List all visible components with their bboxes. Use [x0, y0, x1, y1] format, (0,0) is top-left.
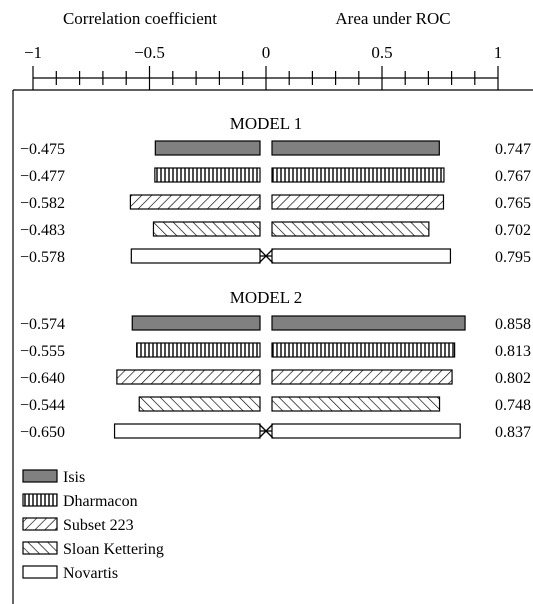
legend-swatch	[22, 493, 58, 507]
auc-bar	[271, 396, 441, 412]
chart-frame	[12, 89, 533, 604]
correlation-value-label: −0.578	[20, 249, 65, 266]
correlation-bar	[154, 140, 261, 156]
auc-value-label: 0.747	[495, 141, 531, 158]
legend-item: Sloan Kettering	[22, 541, 164, 558]
auc-bar	[271, 194, 445, 210]
model-title: MODEL 2	[230, 288, 303, 307]
correlation-bar	[131, 315, 261, 331]
correlation-value-label: −0.640	[20, 370, 65, 387]
legend-label: Dharmacon	[63, 493, 138, 510]
legend-item: Isis	[22, 469, 85, 486]
auc-value-label: 0.858	[495, 316, 531, 333]
tick-label: −0.5	[134, 43, 165, 62]
auc-bar	[271, 342, 456, 358]
correlation-value-label: −0.650	[20, 424, 65, 441]
correlation-bar	[129, 194, 261, 210]
auc-value-label: 0.837	[495, 424, 531, 441]
legend-label: Sloan Kettering	[63, 541, 164, 558]
tick-label: 1	[494, 43, 503, 62]
correlation-value-label: −0.475	[20, 141, 65, 158]
model-title: MODEL 1	[230, 114, 303, 133]
legend-item: Subset 223	[22, 517, 134, 534]
correlation-value-label: −0.582	[20, 195, 65, 212]
axis-ticks: −1 −0.5 0 0.5 1	[24, 43, 502, 90]
left-axis-title: Correlation coefficient	[63, 9, 217, 28]
auc-value-label: 0.767	[495, 168, 531, 185]
correlation-bar	[138, 396, 261, 412]
auc-bar	[271, 248, 452, 264]
auc-value-label: 0.813	[495, 343, 531, 360]
model-panels: MODEL 1 −0.475 0.747 −0.477 0.767 −0.582 0.765…	[20, 114, 531, 441]
right-axis-title: Area under ROC	[335, 9, 450, 28]
legend-label: Subset 223	[63, 517, 134, 534]
auc-value-label: 0.702	[495, 222, 531, 239]
auc-bar	[271, 369, 453, 385]
legend-item: Novartis	[22, 565, 118, 582]
tick-label: 0.5	[371, 43, 392, 62]
model-panel: MODEL 2 −0.574 0.858 −0.555 0.813 −0.640 0.802…	[20, 288, 531, 441]
auc-bar	[271, 140, 440, 156]
tick-label: −1	[24, 43, 42, 62]
auc-value-label: 0.795	[495, 249, 531, 266]
legend-swatch	[22, 541, 58, 555]
legend: Isis Dharmacon Subset 223 Sloan Kettering No…	[22, 469, 164, 582]
legend-label: Novartis	[63, 565, 118, 582]
auc-bar	[271, 315, 466, 331]
correlation-bar	[152, 221, 261, 237]
legend-swatch	[22, 517, 58, 531]
auc-bar	[271, 167, 445, 183]
auc-value-label: 0.802	[495, 370, 531, 387]
legend-item: Dharmacon	[22, 493, 138, 510]
auc-value-label: 0.765	[495, 195, 531, 212]
model-panel: MODEL 1 −0.475 0.747 −0.477 0.767 −0.582 0.765…	[20, 114, 531, 266]
correlation-value-label: −0.477	[20, 168, 65, 185]
tick-label: 0	[262, 43, 271, 62]
correlation-bar	[154, 167, 261, 183]
correlation-value-label: −0.483	[20, 222, 65, 239]
legend-label: Isis	[63, 469, 85, 486]
zero-connector-mark	[258, 248, 274, 264]
correlation-value-label: −0.555	[20, 343, 65, 360]
auc-bar	[271, 221, 430, 237]
auc-bar	[271, 423, 461, 439]
correlation-value-label: −0.544	[20, 397, 65, 414]
correlation-bar	[116, 369, 261, 385]
legend-swatch	[22, 565, 58, 579]
zero-connector-mark	[258, 423, 274, 439]
correlation-bar	[130, 248, 261, 264]
correlation-bar	[113, 423, 261, 439]
correlation-value-label: −0.574	[20, 316, 65, 333]
legend-swatch	[22, 469, 58, 483]
correlation-bar	[136, 342, 261, 358]
auc-value-label: 0.748	[495, 397, 531, 414]
